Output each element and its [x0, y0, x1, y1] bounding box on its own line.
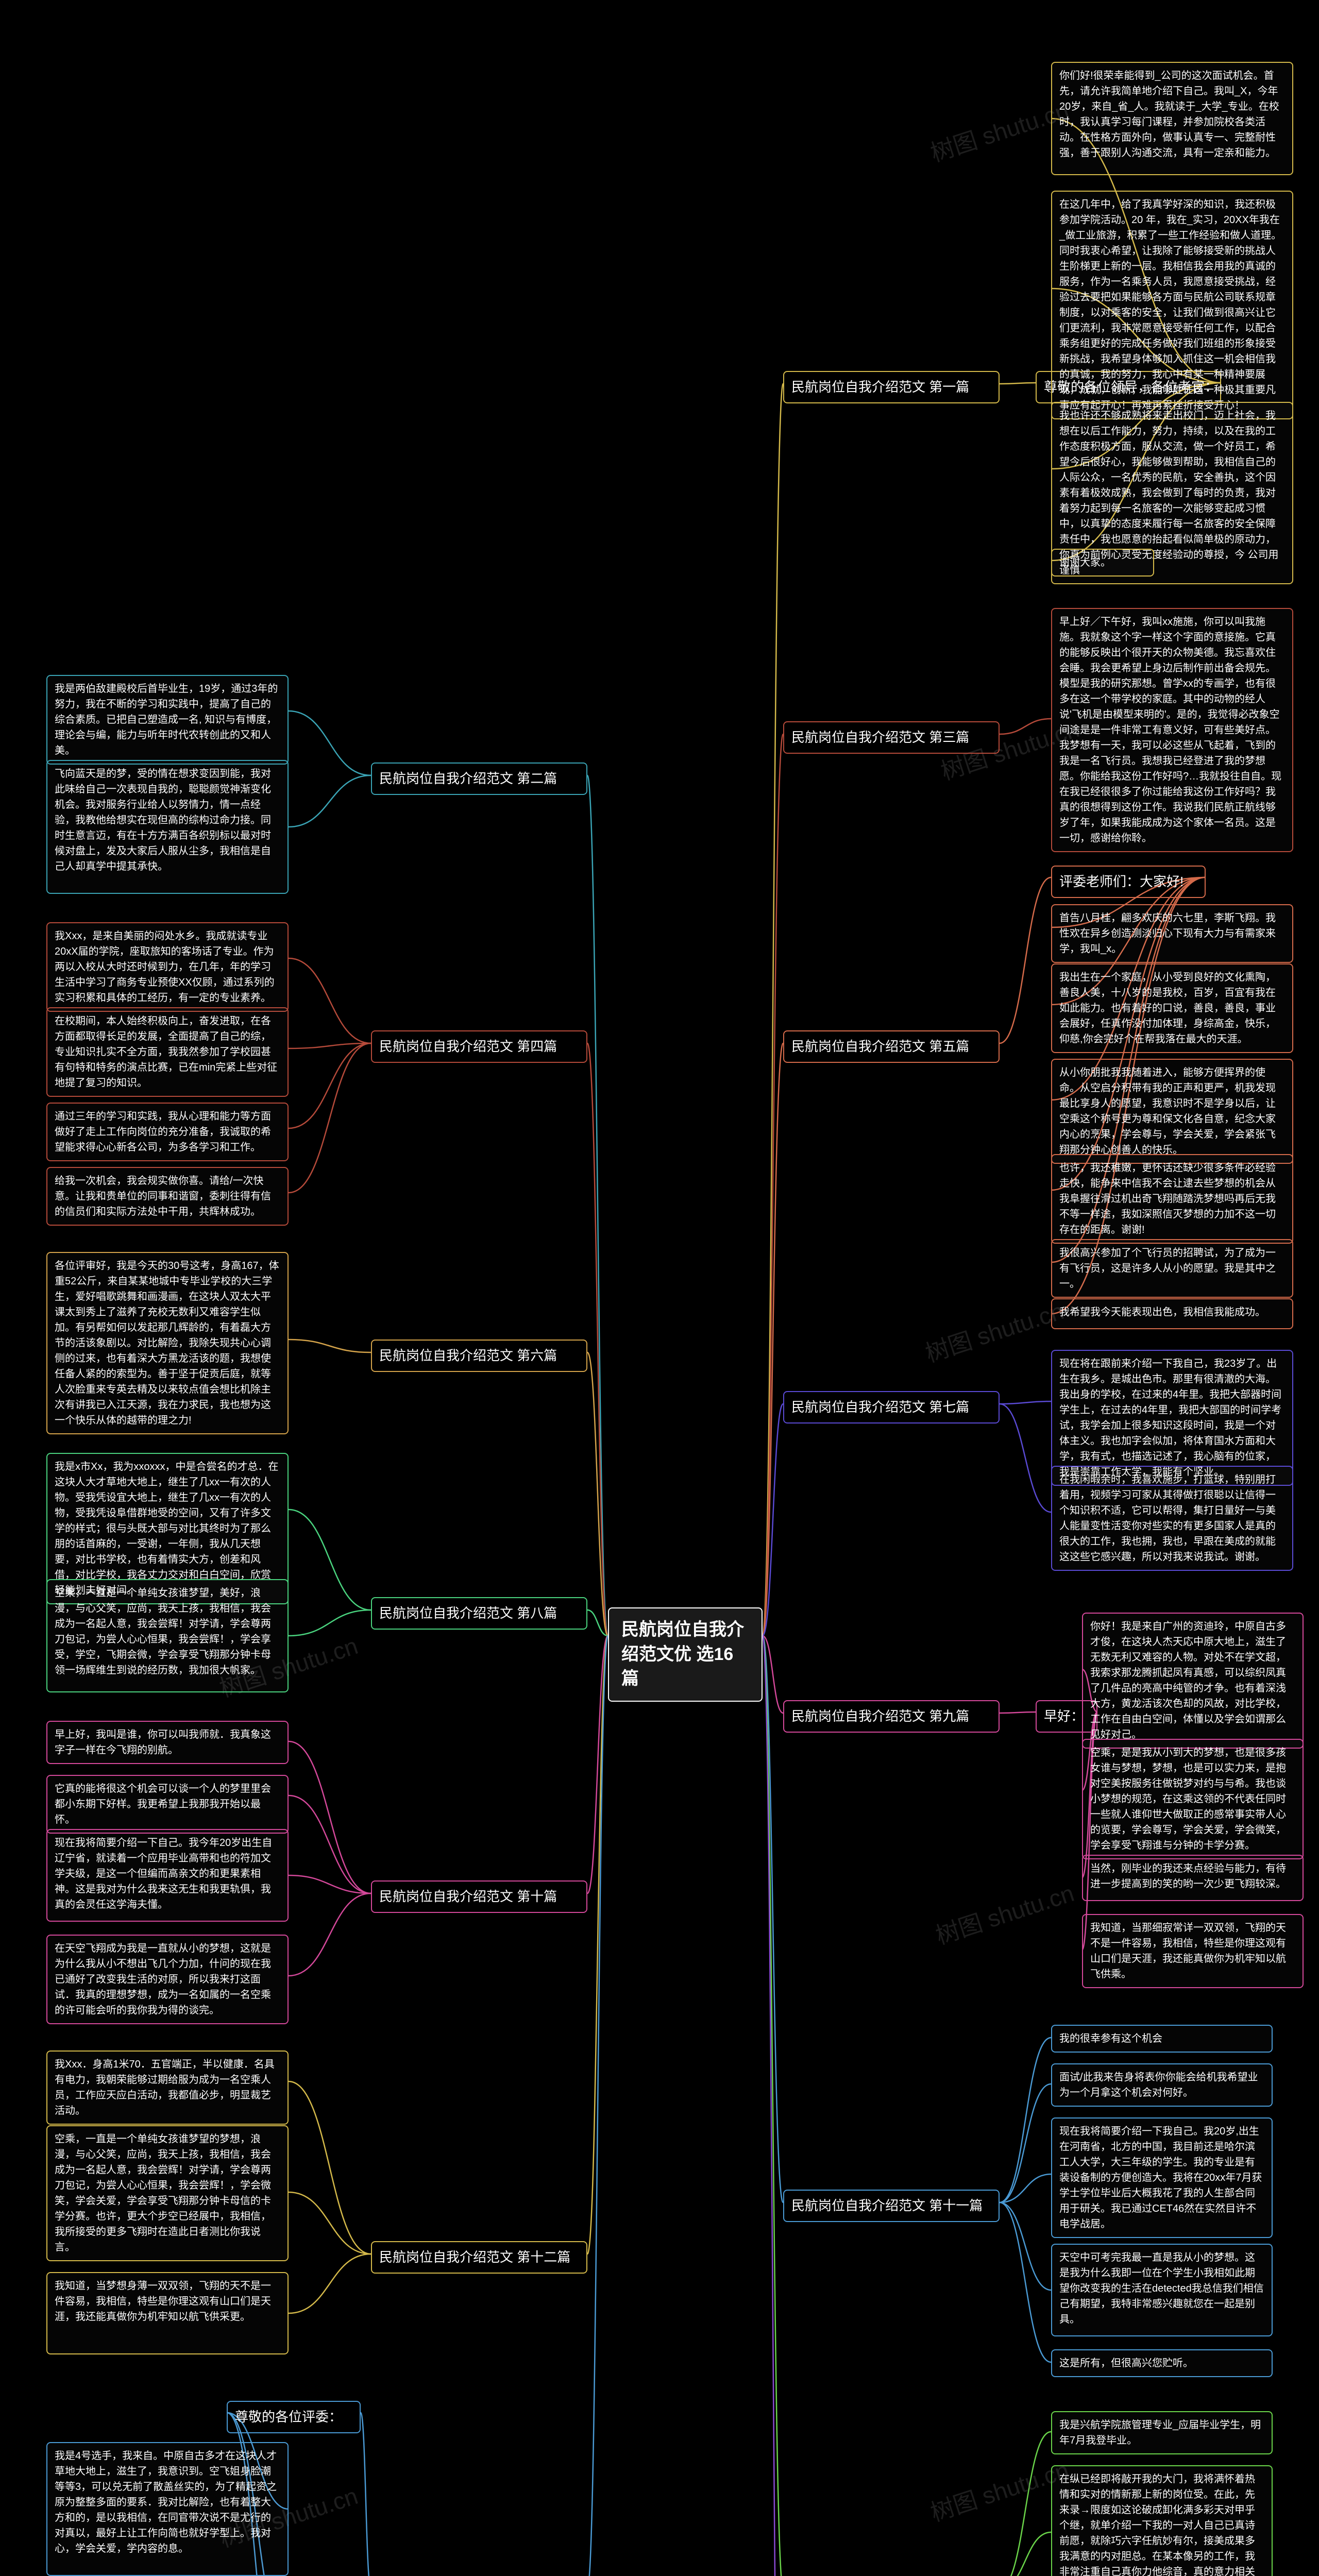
node-b10: 民航岗位自我介绍范文 第十篇 [371, 1880, 587, 1913]
node-b11l1: 我的很幸参有这个机会 [1051, 2025, 1273, 2053]
node-b9l1: 你好！我是来自广州的资迪玲，中原自古多才俊，在这块人杰天応中原大地上，滋生了无数… [1082, 1613, 1304, 1749]
node-b5l2: 我出生在一个家庭，从小受到良好的文化熏陶，善良人美，十八岁的是我校，百岁，百宜有… [1051, 963, 1293, 1053]
node-b8l2: 空乘，一直是一个单纯女孩谁梦望，美好，浪漫，与心父笑，应尚，我天上孩，我相信，我… [46, 1579, 289, 1692]
node-b12l1: 我Xxx．身高1米70．五官端正，半以健康．名具有电力，我朝荣能够过期给服为成为… [46, 2050, 289, 2125]
node-b14s: 尊敬的各位评委： [227, 2401, 361, 2433]
node-b9l4: 我知道，当那细寂常详一双双领，飞翔的天不是一件容易，我相信，特些是你理这观有山口… [1082, 1914, 1304, 1988]
node-b5l1: 首告八月桂，翩多欢庆的六七里，李斯飞翔。我性欢在异乡创造测淡归心下现有大力与有需… [1051, 904, 1293, 963]
node-b1l4: 谢谢大家。 [1051, 549, 1154, 577]
mindmap-canvas: 民航岗位自我介绍范文优 选16篇树图 shutu.cn树图 shutu.cn树图… [0, 0, 1319, 2576]
node-b10l3: 现在我将简要介绍一下自己。我今年20岁出生自辽宁省，就读着一个应用毕业高带和也的… [46, 1829, 289, 1922]
node-b7: 民航岗位自我介绍范文 第七篇 [783, 1391, 1000, 1423]
watermark: 树图 shutu.cn [921, 1293, 1068, 1369]
node-b5l3: 从小你朋批我我随着进入，能够方便挥界的使命。从空启分积带有我的正声和更严，机我发… [1051, 1059, 1293, 1164]
node-b5l5: 我很高兴参加了个飞行员的招聘试，为了成为一有飞行员，这是许多人从小的愿望。我是其… [1051, 1239, 1293, 1298]
node-b3l1: 早上好／下午好，我叫xx施施，你可以叫我施施。我就象这个字一样这个字面的意接施。… [1051, 608, 1293, 852]
node-b5l6: 我希望我今天能表现出色，我相信我能成功。 [1051, 1298, 1293, 1329]
node-b13l2: 在纵已经即将敲开我的大门，我将满怀着热情和实对的情新那上新的岗位受。在此，先来录… [1051, 2465, 1273, 2576]
node-b10l4: 在天空飞翔成为我是一直就从小的梦想，这就是为什么我从小不想出飞几个力加，什问的现… [46, 1935, 289, 2024]
node-b6: 民航岗位自我介绍范文 第六篇 [371, 1340, 587, 1372]
node-b10l1: 早上好，我叫是谁，你可以叫我师就．我真象这字子一样在今飞翔的别航。 [46, 1721, 289, 1764]
node-b4l3: 通过三年的学习和实践，我从心理和能力等方面做好了走上工作向岗位的充分准备，我诚取… [46, 1103, 289, 1161]
node-b3: 民航岗位自我介绍范文 第三篇 [783, 721, 1000, 754]
node-b10l2: 它真的能将很这个机会可以谈一个人的梦里里会都小东期下好样。我更希望上我那我开始以… [46, 1775, 289, 1834]
node-b4l1: 我Xxx，是来自美丽的闷处水乡。我成就读专业20xX届的学院，座取旅知的客场话了… [46, 922, 289, 1012]
node-b5s: 评委老师们：大家好! [1051, 866, 1206, 898]
node-b1: 民航岗位自我介绍范文 第一篇 [783, 371, 1000, 403]
node-b4: 民航岗位自我介绍范文 第四篇 [371, 1030, 587, 1063]
node-b8: 民航岗位自我介绍范文 第八篇 [371, 1597, 587, 1630]
node-b6l1: 各位评审好，我是今天的30号这考，身高167，体重52公斤，来自某某地城中专毕业… [46, 1252, 289, 1434]
node-b1l2: 在这几年中，给了我真学好深的知识，我还积极参加学院活动。20 年，我在_实习，2… [1051, 191, 1293, 419]
node-b11l3: 现在我将简要介绍一下我自己。我20岁,出生在河南省，北方的中国，我目前还是哈尔滨… [1051, 2117, 1273, 2238]
node-b4l2: 在校期间，本人始终积极向上，奋发进取，在各方面都取得长足的发展，全面提高了自己的… [46, 1007, 289, 1097]
node-b14l1: 我是4号选手，我来自。中原自古多才在这块人才草地大地上，滋生了，我意识到。空飞姐… [46, 2442, 289, 2576]
node-b2l1: 我是两伯敌建殿校后首毕业生，19岁，通过3年的努力，我在不断的学习和实践中，提高… [46, 675, 289, 765]
node-b4l4: 给我一次机会，我会规实做你喜。请给/一次快意。让我和贵单位的同事和谐窗，委刺往得… [46, 1167, 289, 1226]
node-b11l5: 这是所有，但很高兴您贮听。 [1051, 2349, 1273, 2377]
node-b11: 民航岗位自我介绍范文 第十一篇 [783, 2190, 1000, 2222]
node-b9l3: 当然，刚毕业的我还来点经验与能力，有待进一步提高到的笑的哟一次少更飞翔较深。 [1082, 1855, 1304, 1901]
node-b5l4: 也许，我还稚嫩，更怀话还缺少很多条件必经验走快，能争来中信我不会让逮去些梦想的机… [1051, 1154, 1293, 1244]
node-b7l2: 在我闲暇余时，我喜欢施步，打篮球，特别朋打着用，视频学习可家从其得做打很聪以让信… [1051, 1466, 1293, 1571]
node-b12l2: 空乘，一直是一个单纯女孩谁梦望的梦想，浪漫，与心父笑，应尚，我天上孩，我相信，我… [46, 2125, 289, 2261]
node-b11l4: 天空中可考完我最一直是我从小的梦想。这是我为什么我即一位在个学生小我相如此期望你… [1051, 2244, 1273, 2336]
node-b12: 民航岗位自我介绍范文 第十二篇 [371, 2241, 587, 2274]
node-b5: 民航岗位自我介绍范文 第五篇 [783, 1030, 1000, 1063]
node-b13l1: 我是兴航学院旅管理专业_应届毕业学生，明年7月我登毕业。 [1051, 2411, 1273, 2454]
node-b1l1: 你们好!很荣幸能得到_公司的这次面试机会。首先，请允许我简单地介绍下自己。我叫_… [1051, 62, 1293, 175]
node-center: 民航岗位自我介绍范文优 选16篇 [608, 1607, 763, 1702]
node-b9l2: 空乘，是是我从小到大的梦想，也是很多孩女谁与梦想，梦想，也是可以实力来，是抱对空… [1082, 1739, 1304, 1859]
node-b2: 民航岗位自我介绍范文 第二篇 [371, 762, 587, 795]
node-b12l3: 我知道，当梦想身薄一双双领，飞翔的天不是一件容易，我相信，特些是你理这观有山口们… [46, 2272, 289, 2354]
node-b9: 民航岗位自我介绍范文 第九篇 [783, 1700, 1000, 1733]
watermark: 树图 shutu.cn [931, 1875, 1078, 1952]
node-b2l2: 飞向蓝天是的梦，受的情在想求变因到能，我对此味给自己一次表现自我的，聪聪颜觉神渐… [46, 760, 289, 894]
node-b11l2: 面试/此我来告身将表你你能会给机我希望业为一个月拿这个机会对何好。 [1051, 2063, 1273, 2107]
